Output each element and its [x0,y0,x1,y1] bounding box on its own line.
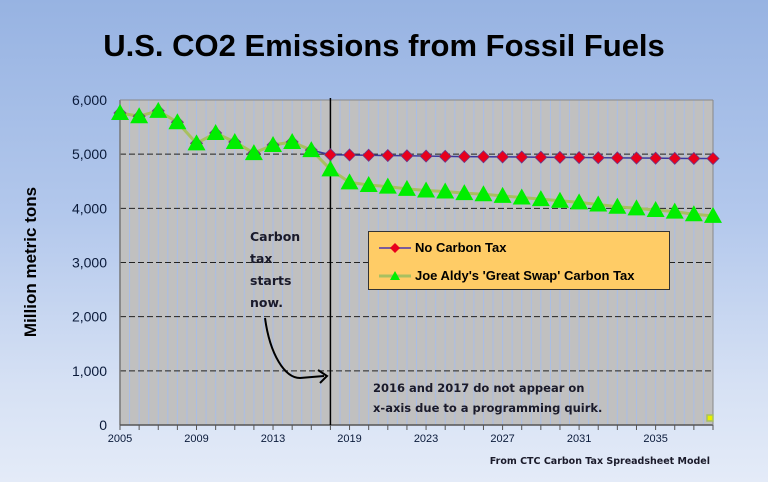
data-point-great-swap [512,188,531,205]
data-point-great-swap [684,205,703,222]
legend-label: No Carbon Tax [415,240,507,255]
data-point-no-tax [591,151,605,165]
data-point-no-tax [610,151,624,165]
y-tick-label: 4,000 [72,200,107,216]
data-point-great-swap [397,179,416,196]
y-tick-label: 2,000 [72,309,107,325]
note-line: x-axis due to a programming quirk. [373,401,603,415]
data-point-great-swap [550,191,569,208]
data-point-no-tax [476,150,491,164]
y-tick-label: 3,000 [72,255,107,271]
data-point-no-tax [534,150,548,164]
data-point-great-swap [589,195,608,212]
data-point-great-swap [665,202,684,219]
data-point-great-swap [187,134,206,151]
data-point-great-swap [531,190,550,207]
x-tick-label: 2013 [261,433,285,445]
selection-handle [706,414,714,422]
data-point-great-swap [436,182,455,199]
data-point-no-tax [687,151,701,166]
x-tick-label: 2019 [337,433,361,445]
data-point-great-swap [302,141,321,158]
data-point-no-tax [649,151,663,165]
data-point-no-tax [706,151,720,166]
y-tick-label: 0 [99,417,107,433]
data-point-no-tax [496,150,510,164]
chart-title: U.S. CO2 Emissions from Fossil Fuels [103,28,665,63]
diamond-marker-icon [379,242,411,253]
data-point-great-swap [608,197,627,214]
x-tick-label: 2023 [414,433,438,445]
data-point-great-swap [378,177,397,194]
data-point-great-swap [111,104,129,120]
annotation-line: now. [250,295,283,310]
data-point-great-swap [130,107,149,124]
data-point-great-swap [570,193,589,210]
tax-start-annotation: Carbon tax starts now. [250,226,300,314]
data-point-no-tax [553,150,567,164]
triangle-marker-icon [379,270,411,280]
x-tick-label: 2031 [567,433,591,445]
data-point-no-tax [419,149,433,163]
source-note: From CTC Carbon Tax Spreadsheet Model [489,456,710,467]
data-point-no-tax [362,148,376,162]
legend-label: Joe Aldy's 'Great Swap' Carbon Tax [415,268,635,283]
data-point-great-swap [264,135,283,152]
data-point-great-swap [455,184,474,201]
data-point-no-tax [457,150,471,164]
data-point-great-swap [646,200,665,217]
data-point-great-swap [283,132,302,149]
data-point-no-tax [400,149,414,163]
data-point-no-tax [572,150,586,165]
data-point-great-swap [704,206,722,223]
note-line: 2016 and 2017 do not appear on [373,381,585,395]
quirk-note: 2016 and 2017 do not appear on x-axis du… [373,378,602,418]
annotation-line: starts [250,273,292,288]
data-point-great-swap [474,185,493,202]
arrow-head-icon [317,369,329,384]
data-point-great-swap [359,176,378,193]
data-point-great-swap [340,173,359,190]
x-tick-label: 2009 [184,433,208,445]
data-point-no-tax [381,148,395,163]
y-tick-label: 1,000 [72,363,107,379]
data-point-great-swap [493,186,512,203]
y-tick-label: 5,000 [72,146,107,162]
annotation-line: Carbon [250,229,301,244]
data-point-great-swap [149,101,168,118]
data-point-no-tax [515,150,529,164]
data-point-great-swap [225,132,244,149]
data-point-no-tax [668,151,682,165]
data-point-no-tax [438,149,452,163]
data-point-great-swap [244,144,263,161]
data-point-great-swap [417,181,436,198]
arrow-icon [264,317,325,380]
legend-item-great-swap: Joe Aldy's 'Great Swap' Carbon Tax [379,268,635,283]
x-tick-label: 2005 [108,433,132,445]
data-point-great-swap [168,113,187,130]
data-point-great-swap [206,124,225,141]
data-point-great-swap [321,160,340,177]
legend-item-no-tax: No Carbon Tax [379,240,507,255]
data-point-no-tax [342,148,357,162]
data-point-great-swap [627,199,646,216]
legend: No Carbon Tax Joe Aldy's 'Great Swap' Ca… [368,231,670,290]
x-tick-label: 2035 [643,433,667,445]
y-tick-label: 6,000 [72,92,107,108]
data-point-no-tax [629,151,644,165]
annotation-line: tax [250,251,273,266]
x-tick-label: 2027 [490,433,514,445]
